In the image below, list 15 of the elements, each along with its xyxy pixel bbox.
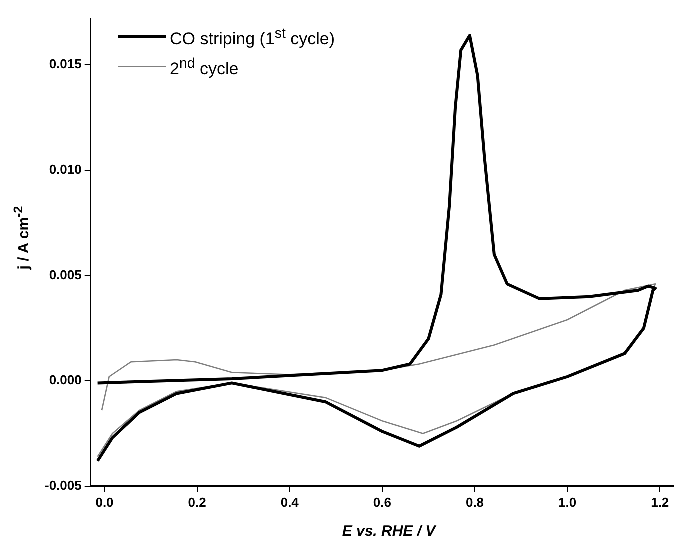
x-tick-label: 0.6 [373,494,392,510]
x-tick-label: 1.0 [558,494,577,510]
y-tick-label: -0.005 [44,478,82,493]
x-axis-title: E vs. RHE / V [341,523,438,540]
legend-label: CO striping (1$^{st}$ cycle) [170,25,336,51]
x-tick-label: 0.0 [96,494,114,510]
x-tick-label: 1.2 [651,494,670,510]
y-tick-label: 0.000 [49,372,82,388]
y-tick-label: 0.005 [49,267,82,282]
legend-label: 2$^{nd}$ cycle [170,54,239,80]
y-tick-label: 0.015 [49,56,82,72]
x-tick-label: 0.8 [466,494,484,510]
y-tick-label: 0.010 [49,162,82,178]
x-tick-label: 0.4 [280,494,300,510]
x-tick-label: 0.2 [188,494,206,510]
